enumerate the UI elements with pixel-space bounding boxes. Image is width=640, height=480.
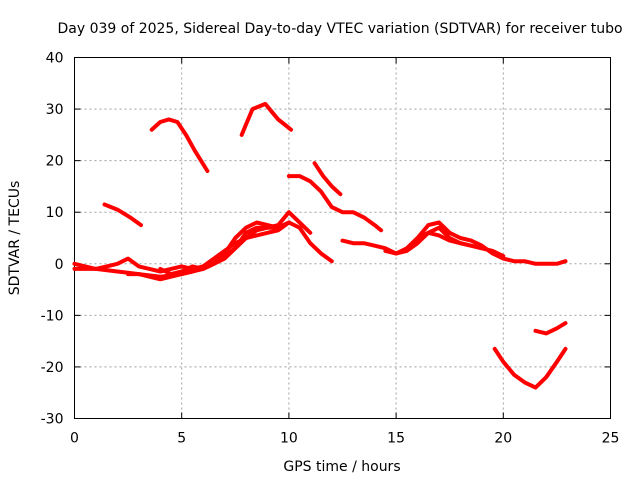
y-tick-label: -10 [41,308,64,324]
y-tick-label: 30 [46,102,64,118]
x-tick-label: 5 [177,431,186,447]
y-axis-label: SDTVAR / TECUs [7,181,23,296]
x-tick-label: 20 [494,431,512,447]
plot-frame [74,57,611,419]
chart-title: Day 039 of 2025, Sidereal Day-to-day VTE… [57,21,622,37]
series-line-arc-9 [312,161,343,197]
x-axis-label: GPS time / hours [283,459,400,475]
series-group [72,101,568,390]
y-tick-label: -30 [41,412,64,428]
y-tick-label: 40 [46,51,64,67]
axis-ticks: 0 5 10 15 20 25 -30 -20 -10 0 10 20 30 40 [41,51,620,447]
series-line-arc-4 [158,220,291,277]
series-line-arc-5 [102,202,143,228]
series-line-arc-8 [286,174,384,233]
x-tick-label: 10 [280,431,298,447]
series-line-arc-7 [239,101,293,137]
grid [74,57,611,419]
series-line-arc-14 [533,321,568,336]
series-line-arc-1 [72,220,291,274]
y-tick-label: 20 [46,154,64,170]
series-line-arc-12 [415,230,506,258]
series-line-arc-10 [340,220,568,266]
y-tick-label: -20 [41,360,64,376]
x-tick-label: 25 [602,431,620,447]
y-tick-label: 10 [46,205,64,221]
x-tick-label: 15 [387,431,405,447]
y-tick-label: 0 [55,257,64,273]
x-tick-label: 0 [70,431,79,447]
series-line-arc-6 [149,117,210,173]
series-line-arc-13 [492,346,568,390]
